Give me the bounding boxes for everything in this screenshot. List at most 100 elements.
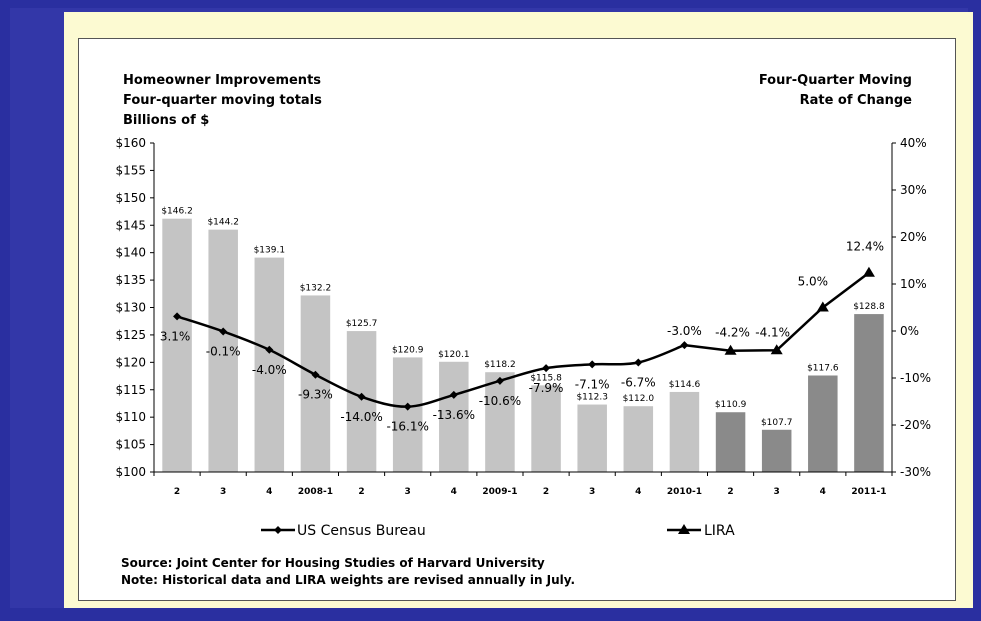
left-tick-label: $140 <box>115 246 146 260</box>
note-line: Note: Historical data and LIRA weights a… <box>121 573 575 587</box>
left-title-line-2: Four-quarter moving totals <box>123 93 322 108</box>
bar-value-label: $114.6 <box>669 380 701 390</box>
census-point <box>634 358 643 367</box>
left-title-line-3: Billions of $ <box>123 113 209 128</box>
line-value-label: -16.1% <box>386 420 428 434</box>
right-tick-label: 0% <box>900 324 919 338</box>
bar <box>300 295 331 472</box>
bar <box>854 314 884 472</box>
bar <box>577 404 607 472</box>
x-tick-label: 3 <box>774 487 780 497</box>
left-tick-label: $135 <box>115 273 146 287</box>
bar <box>439 361 469 472</box>
line-value-label: -3.0% <box>667 324 702 338</box>
left-tick-label: $160 <box>115 136 146 150</box>
left-tick-label: $105 <box>115 438 146 452</box>
bar-value-label: $118.2 <box>484 360 516 370</box>
bar <box>485 372 515 472</box>
bar-value-label: $107.7 <box>761 418 793 428</box>
x-tick-label: 2011-1 <box>851 487 886 497</box>
right-tick-label: -10% <box>900 371 931 385</box>
x-tick-label: 4 <box>451 487 457 497</box>
left-title-line-1: Homeowner Improvements <box>123 73 321 88</box>
census-point <box>311 370 320 379</box>
x-tick-label: 3 <box>589 487 595 497</box>
bar <box>392 357 423 472</box>
legend-diamond-marker <box>274 526 282 534</box>
legend: US Census Bureau LIRA <box>261 523 735 539</box>
left-tick-label: $145 <box>115 218 146 232</box>
x-tick-label: 3 <box>405 487 411 497</box>
line-value-label: 3.1% <box>160 329 191 343</box>
x-tick-label: 2008-1 <box>298 487 333 497</box>
x-tick-label: 2010-1 <box>667 487 702 497</box>
x-tick-label: 2 <box>727 487 733 497</box>
legend-triangle-marker <box>678 524 690 534</box>
bar <box>761 429 792 472</box>
source-note: Source: Joint Center for Housing Studies… <box>121 556 575 587</box>
bar-value-label: $132.2 <box>300 283 332 293</box>
line-value-label: -9.3% <box>298 388 333 402</box>
legend-item-lira: LIRA <box>667 523 735 539</box>
left-tick-label: $125 <box>115 328 146 342</box>
line-value-label: -4.2% <box>715 326 750 340</box>
plot-area: $100 $105 $110 $115 $120 $125 $130 $135 $140 $145… <box>115 136 931 497</box>
right-tick-label: -30% <box>900 465 931 479</box>
line-value-label: -6.7% <box>621 375 656 389</box>
left-tick-label: $120 <box>115 355 146 369</box>
bar-value-label: $112.3 <box>576 393 608 403</box>
bar-value-label: $120.9 <box>392 345 424 355</box>
bar-value-label: $139.1 <box>254 246 286 256</box>
line-value-label: 5.0% <box>798 275 829 289</box>
x-tick-label: 4 <box>266 487 272 497</box>
census-point <box>495 376 504 385</box>
source-line: Source: Joint Center for Housing Studies… <box>121 556 545 570</box>
census-point <box>219 327 228 336</box>
line-value-label: -10.6% <box>479 394 521 408</box>
left-tick-label: $115 <box>115 383 146 397</box>
left-tick-label: $150 <box>115 191 146 205</box>
line-value-label: -7.9% <box>529 381 564 395</box>
bar <box>162 218 192 472</box>
census-point <box>403 402 412 411</box>
bar <box>346 331 377 472</box>
line-value-label: 12.4% <box>846 240 884 254</box>
census-series-line <box>176 315 685 408</box>
right-tick-label: 20% <box>900 230 927 244</box>
legend-label-lira: LIRA <box>704 523 735 539</box>
x-tick-label: 2 <box>174 487 180 497</box>
right-tick-label: -20% <box>900 418 931 432</box>
line-value-label: -14.0% <box>340 410 382 424</box>
line-value-label: -0.1% <box>206 344 241 358</box>
census-point <box>449 390 458 399</box>
line-value-label: -13.6% <box>433 408 475 422</box>
right-title: Four-Quarter Moving Rate of Change <box>759 73 912 108</box>
chart-container: Homeowner Improvements Four-quarter movi… <box>78 38 956 601</box>
left-tick-label: $110 <box>115 410 146 424</box>
lira-point <box>862 266 875 277</box>
x-tick-label: 2 <box>543 487 549 497</box>
bar-value-label: $146.2 <box>161 207 193 217</box>
left-tick-label: $130 <box>115 301 146 315</box>
bar <box>531 385 561 472</box>
bar-value-label: $115.8 <box>530 373 562 383</box>
x-tick-label: 2 <box>358 487 364 497</box>
census-point <box>588 360 597 369</box>
x-tick-label: 4 <box>820 487 826 497</box>
lira-point <box>724 344 737 355</box>
bar-value-label: $110.9 <box>715 400 747 410</box>
right-tick-label: 10% <box>900 277 927 291</box>
census-point <box>265 345 274 354</box>
bar-value-label: $112.0 <box>623 394 655 404</box>
lira-point <box>770 344 783 355</box>
bar <box>669 391 700 472</box>
bar <box>715 412 746 472</box>
line-value-label: -7.1% <box>575 377 610 391</box>
lira-point <box>816 301 829 312</box>
bar-value-label: $128.8 <box>853 302 885 312</box>
bar-value-label: $125.7 <box>346 319 378 329</box>
bar <box>623 406 654 472</box>
bar <box>808 375 838 472</box>
right-title-line-2: Rate of Change <box>800 93 913 108</box>
right-tick-label: 40% <box>900 136 927 150</box>
